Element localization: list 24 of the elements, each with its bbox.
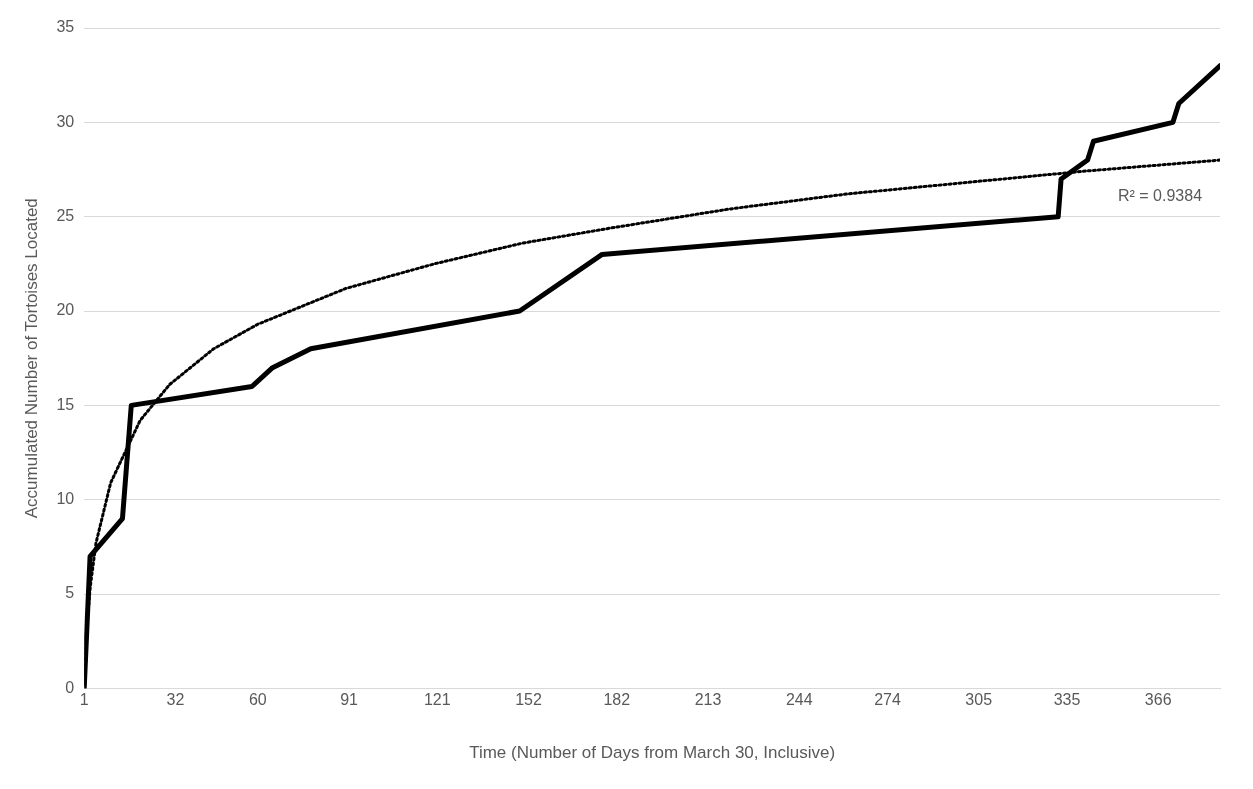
x-tick-label: 32 [166, 691, 185, 709]
x-tick-label: 366 [1144, 691, 1172, 709]
x-tick-label: 335 [1053, 691, 1081, 709]
x-tick-label: 91 [340, 691, 359, 709]
y-tick-label: 25 [56, 207, 75, 225]
annotation: R² = 0.9384 [1117, 186, 1203, 204]
y-axis-title: Accumulated Number of Tortoises Located [21, 198, 41, 519]
y-tick-label: 10 [56, 490, 75, 508]
x-tick-label: 60 [248, 691, 267, 709]
x-tick-label: 152 [515, 691, 542, 709]
x-tick-label: 182 [603, 691, 631, 709]
x-tick-label: 244 [785, 691, 813, 709]
x-tick-label: 213 [694, 691, 722, 709]
x-tick-label: 274 [874, 691, 901, 709]
y-tick-label: 0 [65, 678, 75, 696]
x-axis-title: Time (Number of Days from March 30, Inclusive) [469, 743, 836, 763]
y-tick-label: 15 [56, 395, 75, 413]
y-tick-label: 20 [56, 301, 75, 319]
x-tick-label: 1 [79, 691, 89, 709]
y-tick-label: 5 [65, 584, 75, 602]
y-tick-label: 30 [56, 112, 75, 130]
x-tick-label: 305 [965, 691, 993, 709]
x-tick-label: 121 [423, 691, 451, 709]
y-tick-label: 35 [56, 18, 75, 36]
